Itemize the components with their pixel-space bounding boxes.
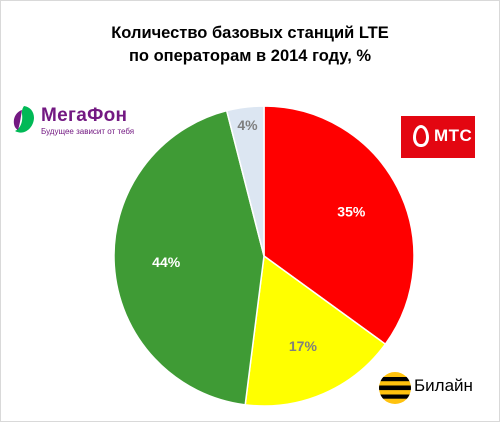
pie-slice-3 <box>225 105 265 257</box>
mts-wordmark: МТС <box>434 126 473 145</box>
pie-slice-2 <box>113 109 265 406</box>
mts-egg-icon <box>413 125 429 147</box>
beeline-striped-ball-icon <box>379 372 411 404</box>
pie-slice-label-1: 17% <box>289 338 318 354</box>
megafon-emblem-icon <box>13 106 34 133</box>
pie-slice-label-2: 44% <box>152 254 181 270</box>
beeline-wordmark: Билайн <box>414 376 473 395</box>
pie-slice-0 <box>263 105 415 346</box>
pie-slice-label-0: 35% <box>337 204 366 220</box>
chart-title-line-1: Количество базовых станций LTE <box>111 24 389 42</box>
megafon-slogan: Будущее зависит от тебя <box>41 127 135 136</box>
chart-title: Количество базовых станций LTE по операт… <box>0 22 500 68</box>
mts-logo: МТС <box>401 116 475 158</box>
chart-title-line-2: по операторам в 2014 году, % <box>128 47 372 65</box>
megafon-wordmark: МегаФон <box>41 105 128 126</box>
beeline-logo: Билайн <box>378 368 490 408</box>
megafon-logo: МегаФон Будущее зависит от тебя <box>10 104 140 138</box>
pie-slice-1 <box>244 254 387 407</box>
pie-slice-label-3: 4% <box>237 117 258 133</box>
